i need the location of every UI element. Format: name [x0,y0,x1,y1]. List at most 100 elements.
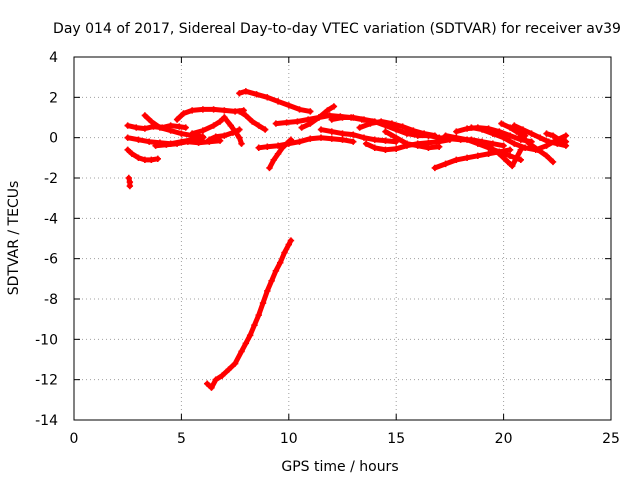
data-point [453,128,460,135]
data-point [199,127,207,134]
data-point [382,128,389,135]
data-point [236,90,243,97]
data-point [562,138,570,145]
data-point [125,174,132,182]
data-point [238,140,245,147]
data-point [435,143,443,150]
data-point [264,94,271,101]
series-s21 [382,128,443,151]
data-point [496,150,503,157]
data-point [414,142,421,149]
data-point [489,130,497,137]
data-point [393,134,400,141]
series-s11 [236,108,269,133]
axis-ticks [73,56,612,421]
data-point [261,126,269,133]
series-trace [544,131,569,145]
data-point [270,156,277,164]
data-point [203,380,211,387]
data-point [279,144,286,151]
series-s24 [442,132,524,164]
data-point [199,133,207,140]
series-s13 [255,134,357,151]
data-point [521,132,529,139]
data-point [287,237,295,244]
data-point [328,135,335,142]
data-point [317,134,325,141]
data-point [543,152,550,160]
series-s12 [236,88,314,115]
data-point [506,152,514,160]
data-point [212,376,219,383]
data-point [528,130,535,137]
data-point [339,136,346,143]
data-point [173,116,181,123]
data-point [208,384,215,391]
data-point [242,88,250,95]
data-point [274,98,282,105]
data-point [236,108,243,115]
data-point [253,91,260,98]
data-point [148,118,155,125]
data-point [350,131,357,138]
data-point [184,138,192,145]
data-point [277,259,284,266]
data-point [264,287,271,295]
data-point [307,135,314,142]
data-point [178,130,185,137]
data-point [296,138,303,145]
data-point [487,144,494,151]
data-point [414,130,421,137]
data-point [124,146,131,153]
y-tick-label: -6 [44,252,58,268]
y-tick-label: 4 [49,50,58,66]
data-point [315,114,323,121]
x-tick-label: 15 [387,431,405,447]
series-s14 [266,136,295,172]
data-point [339,130,346,137]
series-trace [256,135,356,151]
data-point [554,140,561,147]
x-tick-label: 20 [495,431,513,447]
series-s27 [487,144,524,170]
data-point [287,136,295,143]
chart-title: Day 014 of 2017, Sidereal Day-to-day VTE… [53,21,621,37]
data-point [283,119,290,126]
series-s31 [543,130,570,145]
data-point [549,158,557,166]
series-s28 [511,122,570,149]
data-point [274,142,282,149]
data-point [360,134,368,141]
data-point [124,122,131,129]
data-point [435,134,443,141]
data-point [264,143,271,150]
data-point [545,138,552,145]
data-point [298,124,305,131]
data-points [124,88,570,391]
data-point [141,156,149,164]
data-point [212,133,219,140]
series-s30 [498,120,529,139]
data-point [210,122,217,129]
data-point [350,114,357,121]
data-point [478,126,486,133]
data-point [511,140,518,147]
data-point [500,134,507,141]
x-tick-label: 5 [177,431,186,447]
series-s17 [317,126,400,145]
data-point [251,322,258,329]
data-point [393,126,400,133]
data-point [474,152,482,160]
data-point [371,136,378,143]
data-point [485,150,492,157]
data-point [513,154,520,162]
data-point [141,125,149,132]
data-point [382,146,389,153]
data-point [141,112,149,119]
data-point [489,140,497,147]
data-point [221,132,228,139]
series-trace [499,121,528,139]
data-point [296,106,303,113]
data-point [188,130,196,137]
